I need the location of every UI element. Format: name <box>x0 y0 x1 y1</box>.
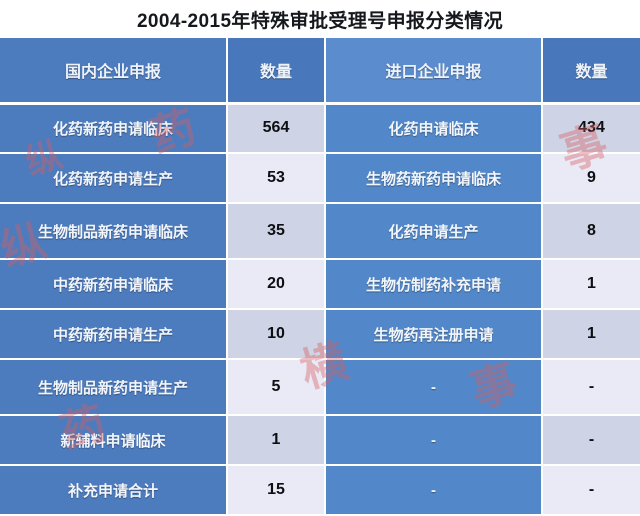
cell-domestic-label: 化药新药申请生产 <box>0 153 228 204</box>
classification-table: 国内企业申报 数量 进口企业申报 数量 化药新药申请临床 564 化药申请临床 … <box>0 38 640 516</box>
cell-domestic-label: 新辅料申请临床 <box>0 415 228 466</box>
cell-domestic-count: 1 <box>227 415 326 466</box>
cell-domestic-count: 15 <box>227 465 326 516</box>
cell-domestic-label: 补充申请合计 <box>0 465 228 516</box>
cell-import-label: - <box>325 359 543 416</box>
cell-domestic-label: 中药新药申请临床 <box>0 259 228 310</box>
cell-import-label: - <box>325 415 543 466</box>
table-row: 生物制品新药申请临床 35 化药申请生产 8 <box>0 203 640 260</box>
column-header-domestic-count: 数量 <box>227 38 326 105</box>
cell-import-label: 化药申请临床 <box>325 103 543 154</box>
page-title: 2004-2015年特殊审批受理号申报分类情况 <box>136 10 504 32</box>
cell-domestic-label: 化药新药申请临床 <box>0 103 228 154</box>
cell-domestic-label: 中药新药申请生产 <box>0 309 228 360</box>
cell-import-count: - <box>542 359 640 416</box>
cell-domestic-count: 53 <box>227 153 326 204</box>
cell-import-count: 1 <box>542 309 640 360</box>
column-header-import-count: 数量 <box>542 38 640 105</box>
cell-import-label: - <box>325 465 543 516</box>
column-header-import-label: 进口企业申报 <box>325 38 543 105</box>
table-row: 补充申请合计 15 - - <box>0 465 640 516</box>
cell-import-count: 8 <box>542 203 640 260</box>
cell-import-count: 434 <box>542 103 640 154</box>
cell-import-count: 1 <box>542 259 640 310</box>
table-header-row: 国内企业申报 数量 进口企业申报 数量 <box>0 38 640 105</box>
cell-domestic-count: 5 <box>227 359 326 416</box>
page-title-bar: 2004-2015年特殊审批受理号申报分类情况 <box>0 0 640 38</box>
cell-domestic-count: 20 <box>227 259 326 310</box>
cell-domestic-label: 生物制品新药申请临床 <box>0 203 228 260</box>
table-row: 中药新药申请生产 10 生物药再注册申请 1 <box>0 309 640 360</box>
cell-import-count: - <box>542 465 640 516</box>
cell-domestic-count: 10 <box>227 309 326 360</box>
table-row: 生物制品新药申请生产 5 - - <box>0 359 640 416</box>
cell-import-label: 生物仿制药补充申请 <box>325 259 543 310</box>
column-header-domestic-label: 国内企业申报 <box>0 38 228 105</box>
cell-import-count: 9 <box>542 153 640 204</box>
table-row: 新辅料申请临床 1 - - <box>0 415 640 466</box>
table-row: 中药新药申请临床 20 生物仿制药补充申请 1 <box>0 259 640 310</box>
table-row: 化药新药申请生产 53 生物药新药申请临床 9 <box>0 153 640 204</box>
table-row: 化药新药申请临床 564 化药申请临床 434 <box>0 103 640 154</box>
cell-import-label: 生物药新药申请临床 <box>325 153 543 204</box>
table-body: 化药新药申请临床 564 化药申请临床 434 化药新药申请生产 53 生物药新… <box>0 103 640 516</box>
cell-import-label: 化药申请生产 <box>325 203 543 260</box>
cell-domestic-label: 生物制品新药申请生产 <box>0 359 228 416</box>
cell-import-count: - <box>542 415 640 466</box>
cell-domestic-count: 564 <box>227 103 326 154</box>
cell-import-label: 生物药再注册申请 <box>325 309 543 360</box>
table-header: 国内企业申报 数量 进口企业申报 数量 <box>0 38 640 105</box>
cell-domestic-count: 35 <box>227 203 326 260</box>
